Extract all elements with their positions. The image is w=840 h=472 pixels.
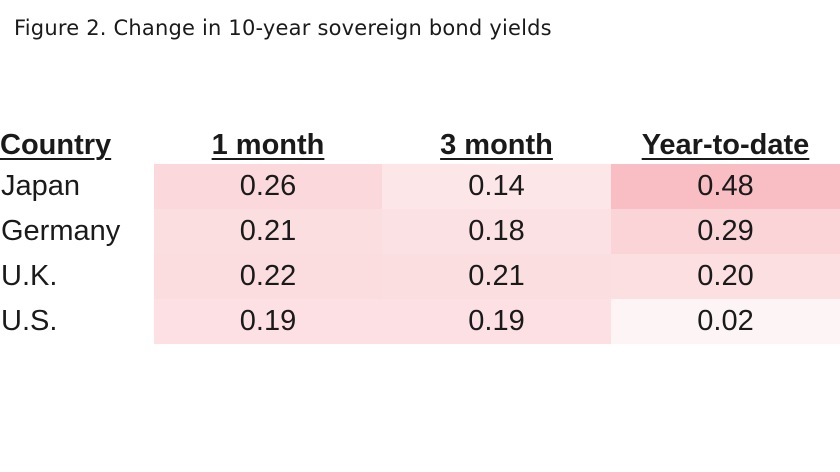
country-cell: U.S. [1,305,58,337]
value-cell: 0.02 [611,299,840,344]
value-cell: 0.21 [382,254,611,299]
column-header-1-month: 1 month [211,129,325,161]
value-cell: 0.22 [154,254,382,299]
table-row: U.K. 0.22 0.21 0.20 [0,254,840,299]
value-cell: 0.48 [611,164,840,209]
table-row: U.S. 0.19 0.19 0.02 [0,299,840,344]
column-header-country: Country [0,129,112,161]
value-cell: 0.19 [154,299,382,344]
country-cell: U.K. [1,260,58,292]
table-row: Germany 0.21 0.18 0.29 [0,209,840,254]
value-cell: 0.19 [382,299,611,344]
table-row: Japan 0.26 0.14 0.48 [0,164,840,209]
value-cell: 0.21 [154,209,382,254]
value-cell: 0.26 [154,164,382,209]
table-header-row: Country 1 month 3 month Year-to-date [0,122,840,164]
value-cell: 0.14 [382,164,611,209]
figure-title: Figure 2. Change in 10-year sovereign bo… [14,16,552,40]
value-cell: 0.20 [611,254,840,299]
value-cell: 0.29 [611,209,840,254]
yield-change-table: Country 1 month 3 month Year-to-date Jap… [0,122,840,344]
country-cell: Japan [1,170,81,202]
column-header-3-month: 3 month [440,129,553,161]
value-cell: 0.18 [382,209,611,254]
column-header-year-to-date: Year-to-date [641,129,810,161]
country-cell: Germany [1,215,121,247]
